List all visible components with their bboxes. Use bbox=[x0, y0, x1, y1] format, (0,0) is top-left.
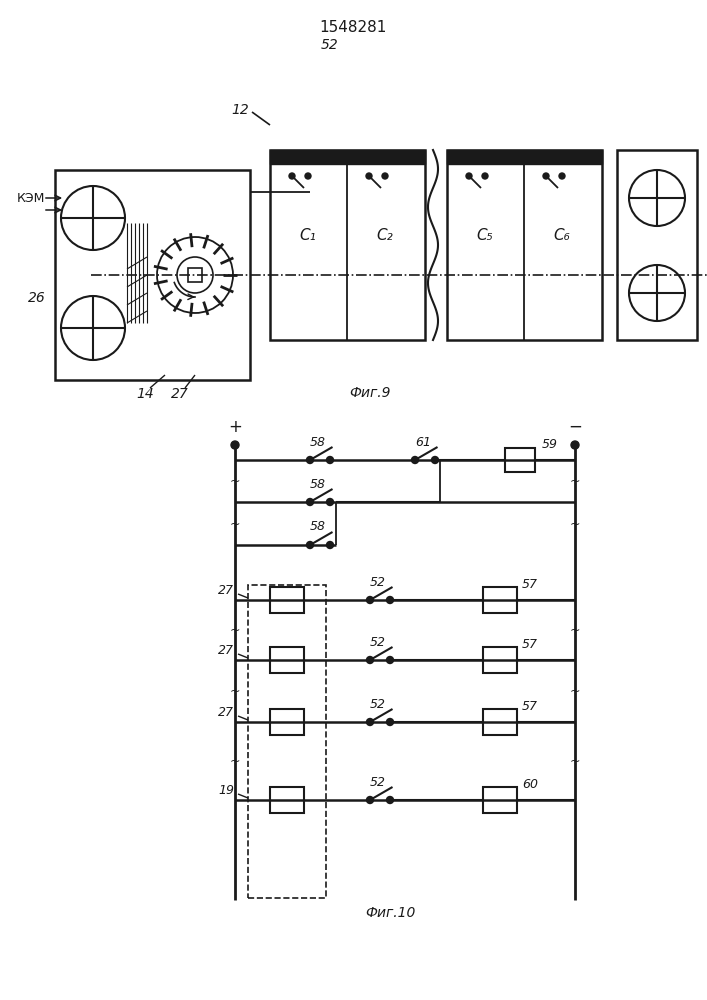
Text: 14: 14 bbox=[136, 387, 154, 401]
Text: 60: 60 bbox=[522, 778, 538, 790]
Bar bbox=[270, 587, 304, 613]
Bar bbox=[617, 150, 697, 340]
Bar bbox=[270, 150, 425, 340]
Circle shape bbox=[307, 542, 313, 548]
Circle shape bbox=[327, 456, 334, 464]
Circle shape bbox=[387, 656, 394, 664]
Text: 61: 61 bbox=[415, 436, 431, 448]
Text: 59: 59 bbox=[542, 438, 558, 450]
Bar bbox=[270, 787, 304, 813]
Bar bbox=[447, 150, 602, 340]
Text: 1548281: 1548281 bbox=[320, 20, 387, 35]
Text: ~: ~ bbox=[230, 684, 240, 698]
Text: 52: 52 bbox=[370, 698, 386, 710]
Circle shape bbox=[307, 498, 313, 506]
Text: C₅: C₅ bbox=[477, 228, 493, 242]
Text: 27: 27 bbox=[171, 387, 189, 401]
Text: Фиг.10: Фиг.10 bbox=[365, 906, 415, 920]
Bar bbox=[248, 585, 326, 898]
Text: ~: ~ bbox=[570, 684, 580, 698]
Circle shape bbox=[543, 173, 549, 179]
Text: 12: 12 bbox=[231, 103, 249, 117]
Text: 57: 57 bbox=[522, 700, 538, 712]
Text: C₆: C₆ bbox=[554, 228, 571, 242]
Bar bbox=[270, 709, 304, 735]
Text: 27: 27 bbox=[218, 644, 234, 656]
Circle shape bbox=[366, 796, 373, 804]
Text: 57: 57 bbox=[522, 638, 538, 650]
Circle shape bbox=[327, 542, 334, 548]
Bar bbox=[270, 150, 425, 164]
Text: 27: 27 bbox=[218, 706, 234, 718]
Circle shape bbox=[411, 456, 419, 464]
Bar bbox=[188, 268, 202, 282]
Circle shape bbox=[387, 796, 394, 804]
Bar bbox=[483, 787, 517, 813]
Circle shape bbox=[366, 596, 373, 603]
Circle shape bbox=[382, 173, 388, 179]
Bar bbox=[483, 709, 517, 735]
Bar bbox=[483, 647, 517, 673]
Text: 58: 58 bbox=[310, 478, 326, 490]
Circle shape bbox=[327, 498, 334, 506]
Text: +: + bbox=[228, 418, 242, 436]
Text: 52: 52 bbox=[370, 576, 386, 588]
Circle shape bbox=[466, 173, 472, 179]
Text: 52: 52 bbox=[370, 636, 386, 648]
Text: −: − bbox=[568, 418, 582, 436]
Text: ~: ~ bbox=[230, 518, 240, 530]
Text: ~: ~ bbox=[230, 754, 240, 768]
Circle shape bbox=[387, 596, 394, 603]
Text: Фиг.9: Фиг.9 bbox=[349, 386, 391, 400]
Text: ~: ~ bbox=[570, 754, 580, 768]
Text: 52: 52 bbox=[321, 38, 339, 52]
Circle shape bbox=[231, 441, 239, 449]
Circle shape bbox=[559, 173, 565, 179]
Text: ~: ~ bbox=[230, 475, 240, 488]
Circle shape bbox=[431, 456, 438, 464]
Text: ~: ~ bbox=[570, 475, 580, 488]
Circle shape bbox=[307, 456, 313, 464]
Circle shape bbox=[289, 173, 295, 179]
Text: ~: ~ bbox=[570, 624, 580, 637]
Bar bbox=[505, 448, 535, 472]
Text: 58: 58 bbox=[310, 520, 326, 534]
Circle shape bbox=[387, 718, 394, 726]
Text: 52: 52 bbox=[370, 776, 386, 788]
Bar bbox=[447, 150, 602, 164]
Text: 26: 26 bbox=[28, 291, 46, 305]
Circle shape bbox=[366, 656, 373, 664]
Text: КЭМ: КЭМ bbox=[17, 192, 45, 205]
Text: 58: 58 bbox=[310, 436, 326, 448]
Text: 27: 27 bbox=[218, 584, 234, 596]
Text: 19: 19 bbox=[218, 784, 234, 796]
Circle shape bbox=[366, 173, 372, 179]
Bar bbox=[270, 647, 304, 673]
Bar bbox=[483, 587, 517, 613]
Text: C₂: C₂ bbox=[377, 228, 393, 242]
Circle shape bbox=[482, 173, 488, 179]
Circle shape bbox=[366, 718, 373, 726]
Circle shape bbox=[571, 441, 579, 449]
Text: 57: 57 bbox=[522, 578, 538, 590]
Circle shape bbox=[305, 173, 311, 179]
Text: ~: ~ bbox=[570, 518, 580, 530]
Text: ~: ~ bbox=[230, 624, 240, 637]
Bar bbox=[55, 170, 250, 380]
Text: C₁: C₁ bbox=[300, 228, 316, 242]
